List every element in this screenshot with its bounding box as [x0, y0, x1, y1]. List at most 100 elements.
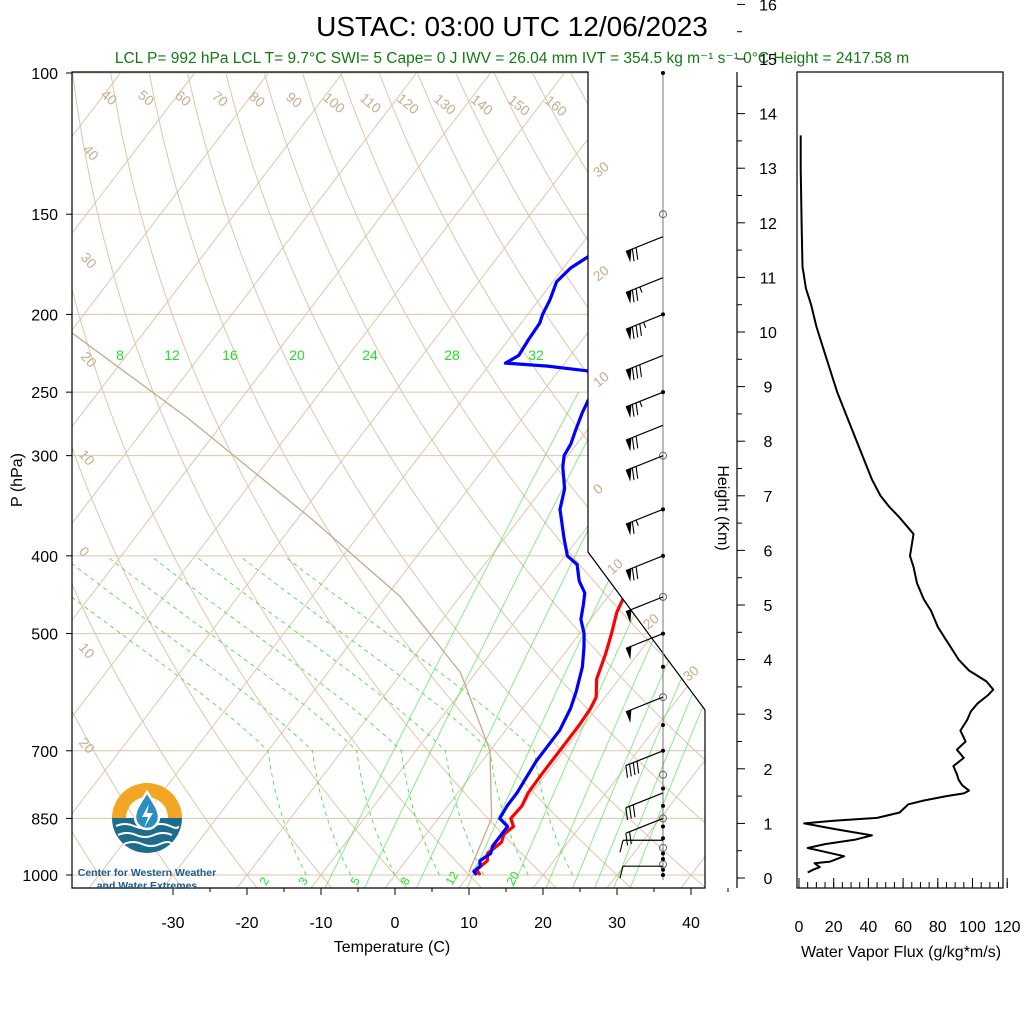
wind-level-circle — [659, 451, 667, 460]
mixing-ratio-label: 2 — [256, 874, 272, 887]
wind-barb-feather — [635, 402, 639, 416]
wind-barb-flag — [625, 609, 632, 623]
isotherm-label: 0 — [590, 480, 606, 497]
isotherm-label: 10 — [590, 368, 612, 390]
isotherm-line — [72, 72, 298, 888]
wind-barb-flag — [625, 709, 632, 724]
flux-x-tick-label: 120 — [994, 919, 1021, 936]
wind-barb-feather — [631, 437, 635, 450]
height-tick-label: 15 — [759, 52, 777, 69]
height-tick-label: 8 — [764, 434, 773, 451]
height-tick-label: 3 — [764, 707, 773, 724]
height-tick-label: 2 — [764, 762, 773, 779]
water-vapor-flux-panel: 0 20 40 60 80 100 120 Water Vapor Flux (g/kg*m… — [795, 71, 1021, 961]
isotherm-line — [72, 72, 668, 888]
mixing-ratio-label: 12 — [442, 869, 461, 888]
mixing-ratio-label: 5 — [347, 874, 363, 887]
x-tick-label: 10 — [460, 915, 478, 932]
wind-barb-feather — [619, 866, 624, 879]
isotherm-label: 30 — [590, 158, 612, 180]
wind-barb-feather — [636, 761, 640, 774]
height-tick-label: 16 — [759, 0, 777, 14]
wind-barb-half-feather — [635, 519, 639, 526]
flux-x-tick-label: 20 — [825, 919, 843, 936]
logo-bolt-icon — [142, 804, 153, 828]
temperature-profile-line — [475, 212, 705, 876]
isotherm-line — [381, 72, 705, 888]
height-tick-label: 4 — [764, 653, 773, 670]
wind-barb-feather — [619, 840, 624, 853]
skew-t-profiles — [72, 212, 705, 876]
flux-x-tick-label: 40 — [860, 919, 878, 936]
isotherm-line — [307, 72, 705, 888]
y-tick-label: 850 — [31, 811, 58, 828]
wind-level-dot — [661, 851, 665, 856]
mixing-ratio-label: 32 — [528, 347, 544, 363]
flux-x-tick-label: 80 — [929, 919, 947, 936]
mixing-ratio-line — [613, 391, 705, 888]
moist-adiabat-line — [194, 555, 485, 876]
water-vapor-flux-line — [799, 135, 995, 874]
wind-barb-flag — [625, 646, 632, 660]
y-tick-label: 1000 — [22, 868, 58, 885]
dry-adiabat-line — [148, 72, 636, 888]
moist-adiabat-line — [72, 555, 307, 876]
isotherm-label: 20 — [590, 262, 612, 284]
wind-barb-half-feather — [639, 401, 643, 408]
mixing-ratio-label: 28 — [444, 347, 460, 363]
dry-adiabat-line — [263, 72, 705, 888]
height-tick-label: 9 — [764, 380, 773, 397]
wind-barb-feather — [631, 568, 635, 581]
wind-barb-staff — [625, 792, 664, 809]
wind-barb-feather — [635, 566, 639, 579]
dry-adiabat-line — [72, 72, 111, 888]
adiabat-label: 90 — [283, 89, 305, 111]
height-tick-label: 6 — [764, 543, 773, 560]
wind-level-dot — [661, 786, 665, 791]
wind-barb-feather — [639, 364, 642, 378]
wind-level-dot — [661, 824, 665, 829]
mixing-ratio-line — [629, 391, 705, 888]
wind-barb-feather — [625, 833, 629, 846]
height-tick-label: 5 — [764, 598, 773, 615]
parcel-path-line — [72, 313, 493, 873]
dry-adiabat-line — [801, 73, 1024, 892]
flux-x-axis-label: Water Vapor Flux (g/kg*m/s) — [801, 944, 1001, 961]
isotherm-line — [159, 72, 705, 888]
mixing-ratio-label: 20 — [503, 869, 522, 888]
y-tick-label: 700 — [31, 744, 58, 761]
wind-level-circle — [659, 693, 667, 702]
wind-barb-feather — [635, 288, 639, 301]
mixing-ratio-line — [571, 391, 705, 888]
adiabat-label: 80 — [246, 88, 268, 110]
isotherm-line — [72, 72, 446, 888]
wind-barb-staff — [625, 817, 664, 834]
wind-level-dot — [661, 873, 665, 877]
mixing-ratio-label: 8 — [397, 874, 413, 887]
dry-adiabat-line — [72, 72, 411, 888]
adiabat-label: 30 — [78, 249, 100, 271]
mixing-ratio-label: 20 — [289, 347, 305, 363]
dry-adiabat-line — [532, 72, 705, 888]
wind-barb-staff — [625, 750, 664, 767]
moist-adiabat-line — [106, 555, 396, 876]
mixing-ratio-label: 3 — [295, 874, 311, 887]
skew-t-grid — [72, 72, 1024, 892]
wind-barb-flag — [625, 521, 632, 536]
wind-barb-half-feather — [642, 322, 647, 328]
isotherm-line — [72, 72, 520, 888]
flux-frame — [796, 71, 1004, 889]
wind-level-dot — [661, 664, 665, 669]
wind-level-dot — [661, 867, 665, 872]
height-tick-label: 10 — [759, 325, 777, 342]
wind-barb-feather — [629, 806, 632, 819]
height-tick-label: 13 — [759, 161, 777, 178]
y-tick-label: 400 — [31, 549, 58, 566]
x-tick-label: -30 — [161, 915, 184, 932]
moist-adiabat-line — [150, 555, 440, 876]
wind-barb-staff — [625, 696, 664, 713]
wind-barb-flag — [625, 290, 632, 304]
wind-barb-feather — [635, 366, 639, 379]
chart-title: USTAC: 03:00 UTC 12/06/2023 — [316, 11, 708, 42]
